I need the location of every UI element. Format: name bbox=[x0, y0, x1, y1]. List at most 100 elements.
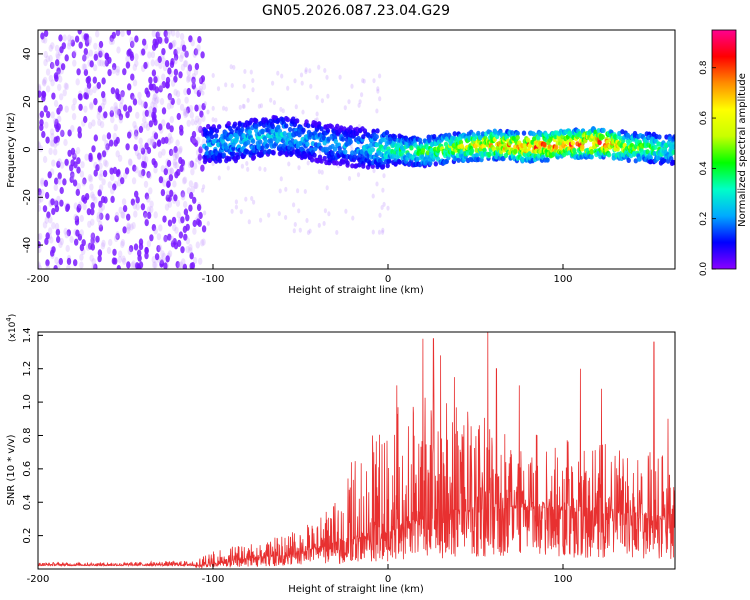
faint-blob bbox=[326, 93, 330, 99]
spectrogram-y-label: Frequency (Hz) bbox=[6, 112, 17, 188]
noise-blob bbox=[176, 112, 181, 121]
signal-blob bbox=[409, 145, 414, 151]
noise-blob bbox=[158, 176, 164, 184]
noise-blob bbox=[58, 240, 63, 249]
noise-blob bbox=[182, 263, 187, 269]
noise-blob bbox=[100, 203, 106, 211]
noise-blob bbox=[118, 113, 124, 121]
noise-blob bbox=[201, 82, 207, 91]
noise-blob bbox=[132, 98, 138, 106]
noise-blob bbox=[166, 122, 171, 130]
noise-blob bbox=[102, 98, 107, 106]
noise-blob bbox=[114, 106, 119, 114]
noise-blob bbox=[168, 42, 173, 50]
noise-blob bbox=[156, 30, 161, 38]
noise-blob bbox=[136, 264, 142, 269]
faint-blob bbox=[347, 99, 351, 105]
faint-blob bbox=[301, 109, 305, 115]
noise-blob bbox=[196, 136, 201, 144]
noise-blob bbox=[196, 89, 202, 97]
faint-blob bbox=[317, 222, 321, 228]
noise-blob bbox=[77, 30, 82, 35]
noise-blob bbox=[170, 149, 175, 157]
noise-blob bbox=[146, 240, 152, 248]
signal-blob bbox=[375, 128, 380, 134]
signal-blob bbox=[227, 156, 232, 162]
noise-blob bbox=[120, 239, 126, 247]
noise-blob bbox=[149, 234, 154, 242]
noise-blob bbox=[114, 211, 120, 219]
noise-blob bbox=[200, 239, 205, 247]
noise-blob bbox=[141, 169, 146, 177]
noise-blob bbox=[175, 261, 180, 269]
signal-blob bbox=[312, 152, 317, 158]
signal-blob bbox=[348, 139, 353, 145]
faint-blob bbox=[202, 184, 206, 190]
noise-blob bbox=[53, 99, 59, 108]
faint-blob bbox=[234, 199, 238, 205]
noise-blob bbox=[51, 92, 56, 100]
faint-blob bbox=[232, 65, 236, 70]
noise-blob bbox=[137, 170, 142, 178]
faint-blob bbox=[251, 78, 255, 84]
noise-blob bbox=[176, 211, 181, 219]
colorbar-label: Normalized spectral amplitude bbox=[737, 73, 748, 227]
faint-blob bbox=[229, 64, 233, 70]
noise-blob bbox=[173, 194, 178, 202]
faint-blob bbox=[372, 168, 376, 174]
signal-blob bbox=[456, 157, 461, 163]
faint-blob bbox=[211, 73, 215, 78]
noise-blob bbox=[117, 93, 122, 102]
noise-blob bbox=[151, 69, 157, 77]
signal-blob bbox=[625, 132, 631, 138]
y-tick-label: 1.4 bbox=[22, 327, 33, 343]
noise-blob bbox=[111, 31, 117, 39]
faint-blob bbox=[222, 105, 226, 111]
faint-blob bbox=[315, 111, 319, 117]
snr-y-label: SNR (10 * v/v) bbox=[6, 434, 17, 505]
noise-blob bbox=[150, 138, 156, 146]
noise-blob bbox=[40, 32, 45, 40]
noise-blob bbox=[183, 233, 188, 241]
noise-blob bbox=[161, 148, 166, 156]
noise-blob bbox=[39, 119, 44, 127]
faint-blob bbox=[258, 166, 262, 172]
signal-blob bbox=[515, 135, 520, 141]
noise-blob bbox=[201, 103, 206, 111]
colorbar-gradient bbox=[712, 30, 736, 269]
noise-blob bbox=[76, 183, 81, 191]
noise-blob bbox=[184, 50, 189, 58]
noise-blob bbox=[140, 147, 146, 155]
noise-blob bbox=[117, 154, 123, 162]
signal-blob bbox=[545, 157, 550, 163]
noise-blob bbox=[87, 220, 92, 228]
noise-blob bbox=[45, 259, 50, 267]
spectrogram-x-label: Height of straight line (km) bbox=[288, 285, 424, 296]
signal-blob bbox=[276, 124, 281, 130]
signal-blob bbox=[645, 149, 650, 155]
noise-blob bbox=[182, 108, 188, 116]
noise-blob bbox=[194, 104, 199, 112]
faint-blob bbox=[216, 86, 221, 92]
noise-blob bbox=[200, 164, 205, 172]
signal-blob bbox=[580, 144, 585, 150]
noise-blob bbox=[77, 131, 83, 139]
x-tick-label: 100 bbox=[553, 274, 572, 285]
noise-blob bbox=[46, 111, 51, 119]
faint-blob bbox=[211, 161, 215, 167]
signal-blob bbox=[340, 136, 346, 142]
noise-blob bbox=[85, 243, 91, 251]
noise-blob bbox=[201, 238, 206, 246]
noise-blob bbox=[88, 175, 94, 183]
noise-blob bbox=[106, 246, 112, 255]
faint-blob bbox=[279, 106, 283, 112]
noise-blob bbox=[81, 179, 87, 187]
noise-blob bbox=[179, 164, 184, 173]
noise-blob bbox=[114, 215, 119, 223]
colorbar-tick-label: 0.6 bbox=[699, 111, 709, 126]
noise-blob bbox=[167, 93, 172, 101]
noise-blob bbox=[44, 121, 49, 129]
snr-scale-label: (x104) bbox=[5, 314, 18, 342]
faint-blob bbox=[297, 208, 301, 214]
noise-blob bbox=[93, 134, 99, 142]
